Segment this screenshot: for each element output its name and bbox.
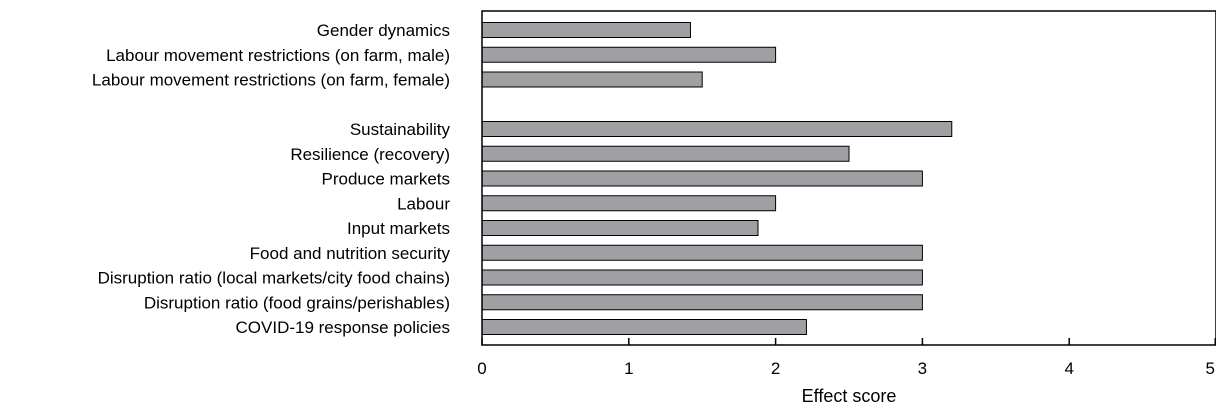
bar (482, 72, 702, 87)
bar (482, 320, 806, 335)
category-label: Resilience (recovery) (290, 145, 450, 164)
bar (482, 221, 758, 236)
x-tick-label: 0 (477, 359, 486, 378)
bar (482, 245, 922, 260)
category-label: Gender dynamics (317, 21, 450, 40)
bar (482, 171, 922, 186)
category-label: Disruption ratio (food grains/perishable… (144, 293, 450, 312)
x-tick-label: 5 (1206, 359, 1215, 378)
category-labels: Gender dynamics Labour movement restricti… (92, 21, 451, 337)
category-label: Labour (397, 194, 450, 213)
x-tick-label: 3 (918, 359, 927, 378)
bar (482, 23, 690, 38)
bars-layer (482, 23, 952, 335)
category-label: COVID-19 response policies (236, 318, 450, 337)
bar (482, 47, 776, 62)
category-label: Labour movement restrictions (on farm, f… (92, 71, 450, 90)
category-label: Disruption ratio (local markets/city foo… (98, 269, 450, 288)
category-label: Sustainability (350, 120, 451, 139)
bar (482, 196, 776, 211)
x-axis-ticks: 0 1 2 3 4 5 (477, 338, 1215, 378)
category-label: Food and nutrition security (250, 244, 451, 263)
category-label: Input markets (347, 219, 450, 238)
x-tick-label: 1 (624, 359, 633, 378)
bar (482, 146, 849, 161)
category-label: Labour movement restrictions (on farm, m… (106, 46, 450, 65)
x-tick-label: 4 (1064, 359, 1073, 378)
bar (482, 295, 922, 310)
bar (482, 122, 952, 137)
bar (482, 270, 922, 285)
x-tick-label: 2 (771, 359, 780, 378)
x-axis-title: Effect score (802, 386, 897, 406)
category-label: Produce markets (322, 170, 451, 189)
